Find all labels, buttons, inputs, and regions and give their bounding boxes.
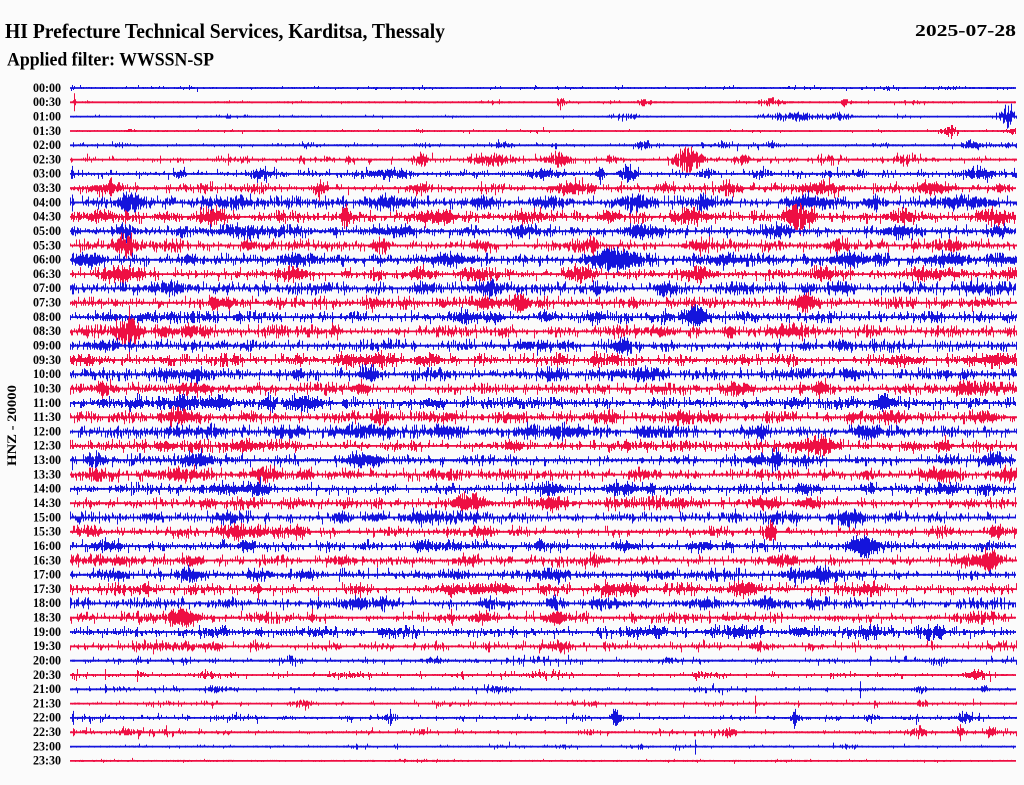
svg-text:05:00: 05:00	[33, 223, 61, 238]
svg-text:13:30: 13:30	[33, 466, 61, 481]
svg-text:16:00: 16:00	[33, 538, 61, 553]
svg-text:17:00: 17:00	[33, 567, 61, 582]
svg-text:09:30: 09:30	[33, 352, 61, 367]
svg-text:11:30: 11:30	[33, 409, 61, 424]
svg-text:15:00: 15:00	[33, 509, 61, 524]
svg-text:03:30: 03:30	[33, 180, 61, 195]
svg-text:00:00: 00:00	[33, 80, 61, 95]
svg-text:HNZ - 20000: HNZ - 20000	[4, 385, 19, 466]
svg-text:13:00: 13:00	[33, 452, 61, 467]
svg-text:16:30: 16:30	[33, 552, 61, 567]
svg-text:HI Prefecture Technical Servic: HI Prefecture Technical Services, Kardit…	[5, 19, 445, 43]
svg-text:19:30: 19:30	[33, 638, 61, 653]
svg-text:07:00: 07:00	[33, 280, 61, 295]
svg-text:18:30: 18:30	[33, 610, 61, 625]
svg-text:01:30: 01:30	[33, 123, 61, 138]
svg-text:08:00: 08:00	[33, 309, 61, 324]
svg-text:20:30: 20:30	[33, 667, 61, 682]
svg-text:2025-07-28: 2025-07-28	[915, 21, 1016, 40]
svg-text:07:30: 07:30	[33, 295, 61, 310]
svg-text:Applied filter: WWSSN-SP: Applied filter: WWSSN-SP	[7, 50, 214, 71]
svg-text:11:00: 11:00	[33, 395, 61, 410]
svg-text:04:30: 04:30	[33, 209, 61, 224]
svg-text:00:30: 00:30	[33, 94, 61, 109]
svg-text:23:00: 23:00	[33, 738, 61, 753]
svg-text:21:30: 21:30	[33, 695, 61, 710]
svg-text:14:00: 14:00	[33, 481, 61, 496]
svg-text:18:00: 18:00	[33, 595, 61, 610]
svg-text:06:00: 06:00	[33, 252, 61, 267]
svg-text:06:30: 06:30	[33, 266, 61, 281]
svg-text:15:30: 15:30	[33, 524, 61, 539]
svg-text:20:00: 20:00	[33, 653, 61, 668]
svg-text:10:00: 10:00	[33, 366, 61, 381]
svg-text:01:00: 01:00	[33, 108, 61, 123]
svg-text:21:00: 21:00	[33, 681, 61, 696]
svg-text:10:30: 10:30	[33, 381, 61, 396]
svg-text:14:30: 14:30	[33, 495, 61, 510]
svg-text:19:00: 19:00	[33, 624, 61, 639]
svg-text:02:00: 02:00	[33, 137, 61, 152]
svg-text:04:00: 04:00	[33, 194, 61, 209]
svg-text:17:30: 17:30	[33, 581, 61, 596]
svg-text:02:30: 02:30	[33, 151, 61, 166]
svg-text:23:30: 23:30	[33, 753, 61, 768]
svg-text:22:00: 22:00	[33, 710, 61, 725]
svg-text:03:00: 03:00	[33, 166, 61, 181]
svg-text:22:30: 22:30	[33, 724, 61, 739]
svg-text:09:00: 09:00	[33, 338, 61, 353]
svg-text:05:30: 05:30	[33, 237, 61, 252]
svg-text:12:00: 12:00	[33, 423, 61, 438]
svg-text:08:30: 08:30	[33, 323, 61, 338]
svg-text:12:30: 12:30	[33, 438, 61, 453]
